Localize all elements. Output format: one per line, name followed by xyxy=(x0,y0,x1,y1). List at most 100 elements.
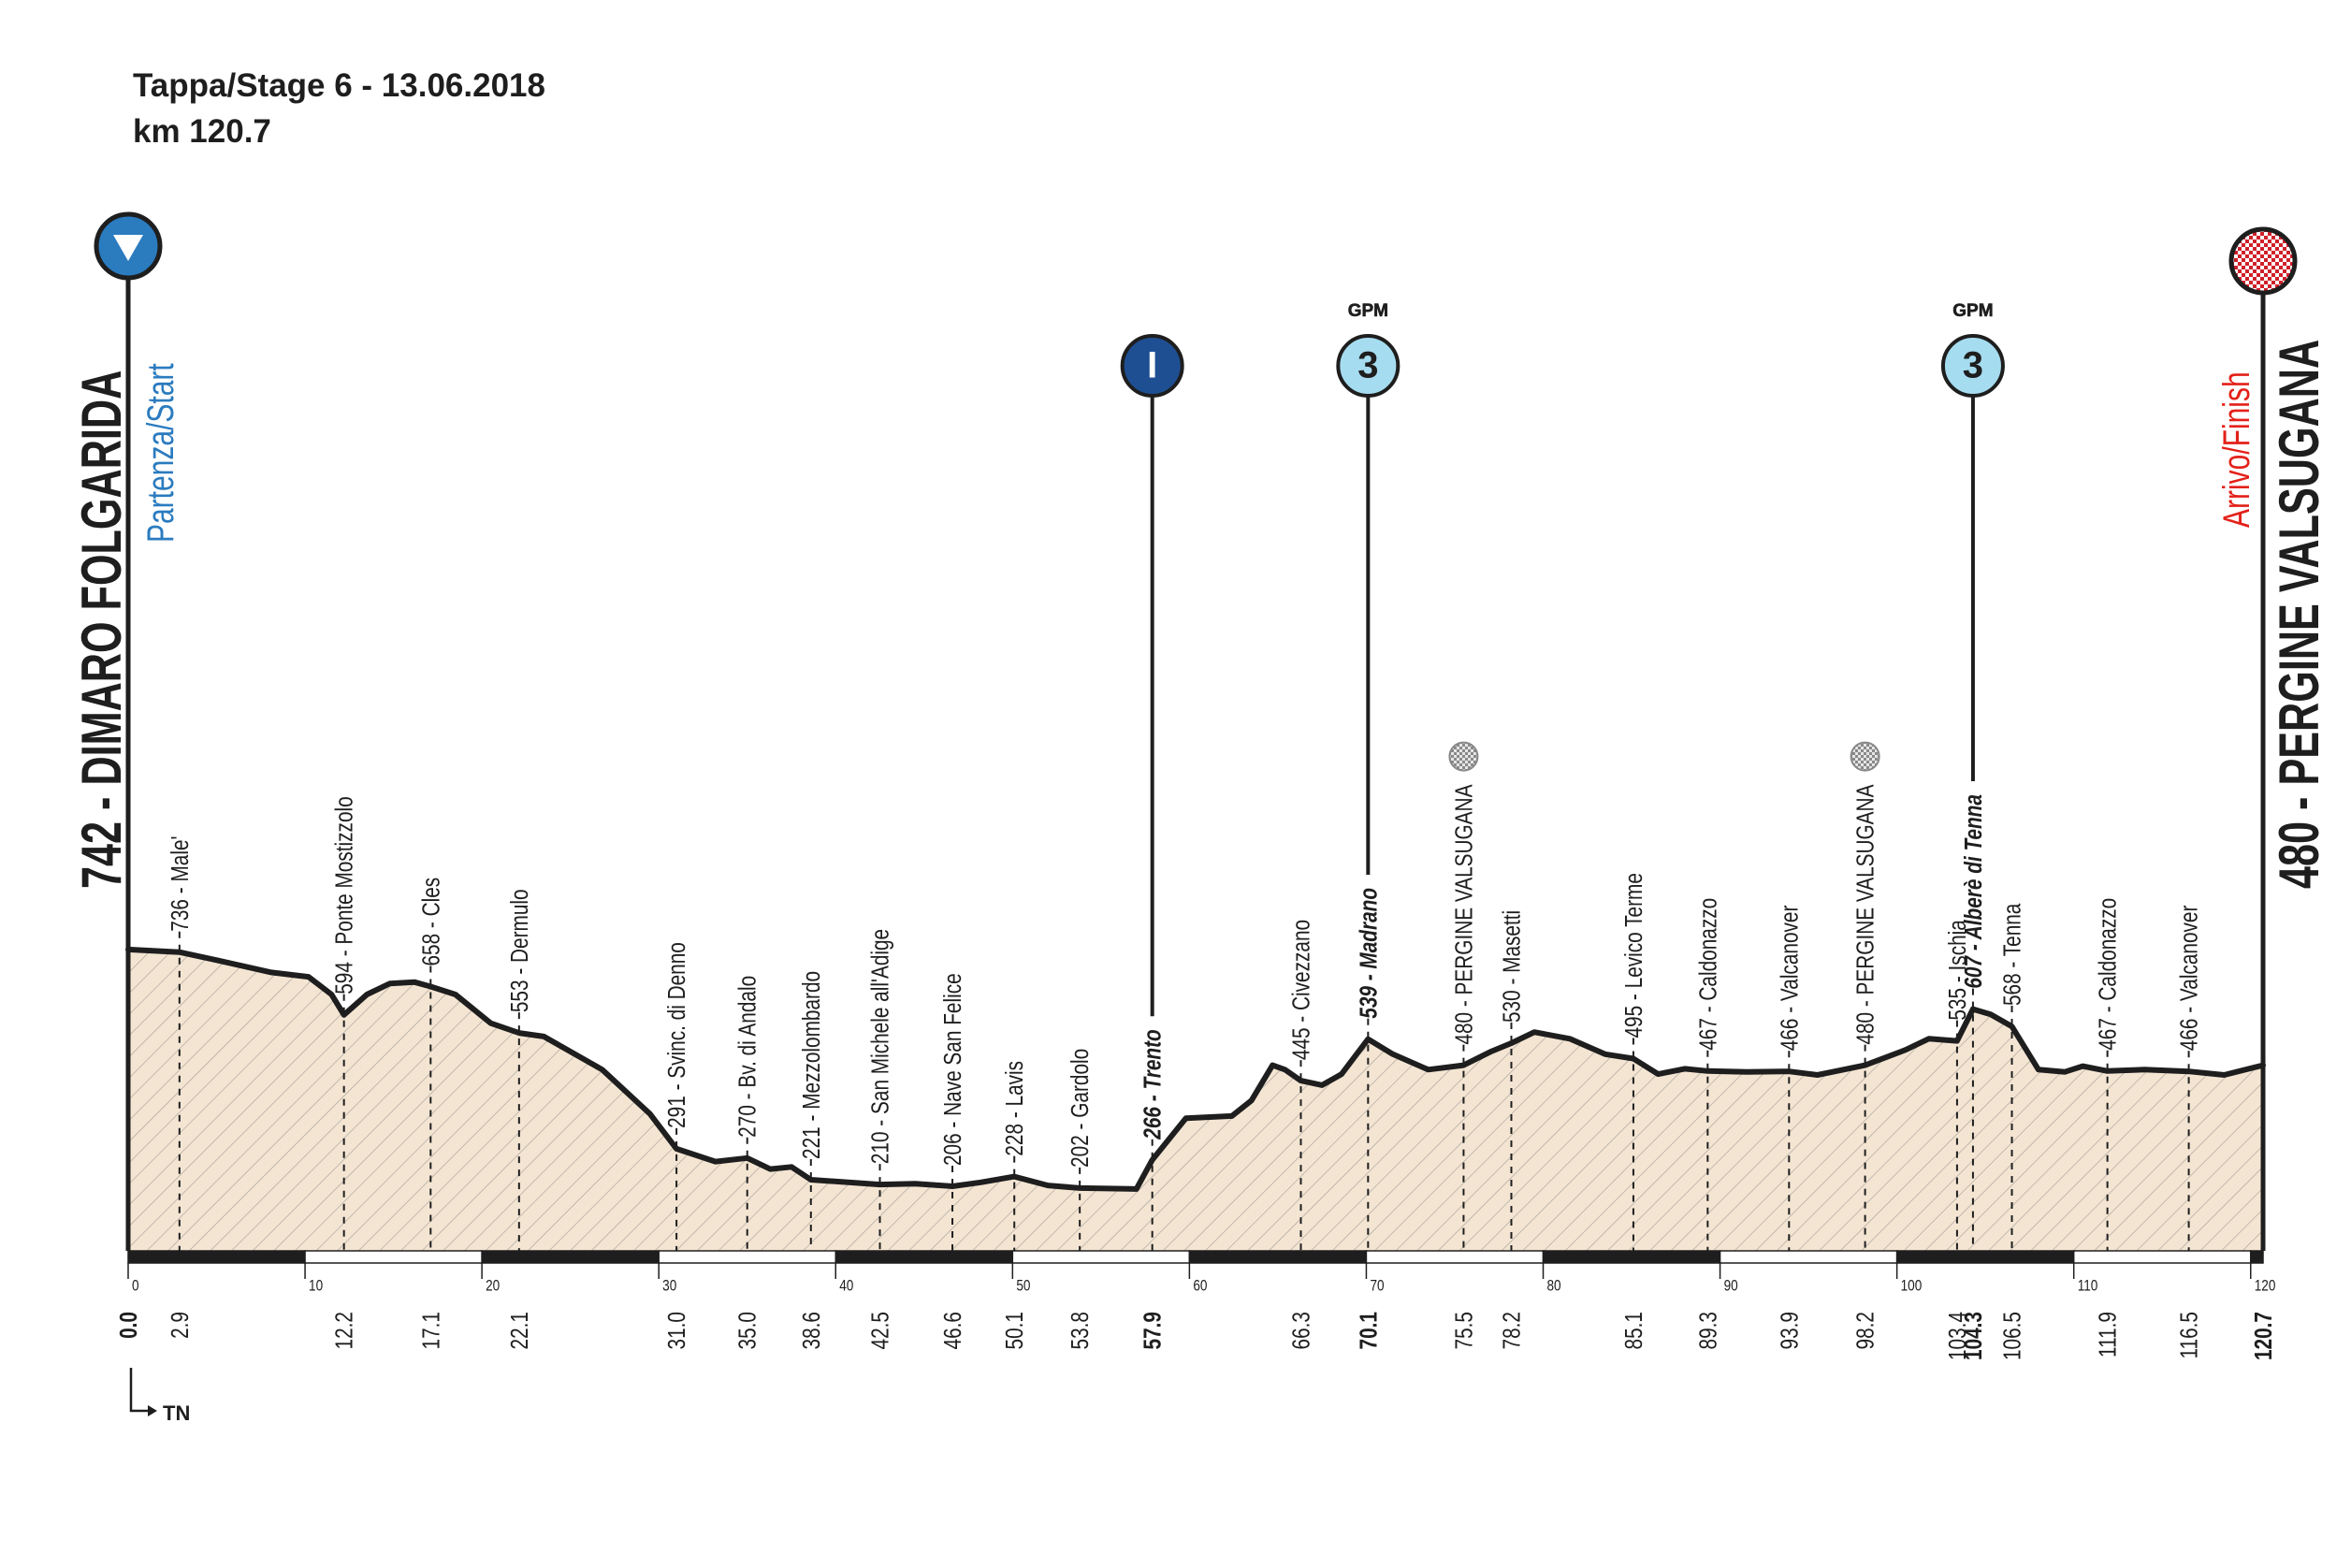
km-strip-segment xyxy=(1719,1250,1898,1264)
waypoint-km: 85.1 xyxy=(1620,1312,1647,1349)
km-tick-label: 110 xyxy=(2078,1277,2098,1295)
waypoint-label: 466 - Valcanover xyxy=(2175,905,2202,1051)
waypoint-km: 98.2 xyxy=(1851,1312,1879,1349)
waypoint-label: 270 - Bv. di Andalo xyxy=(734,976,762,1138)
start-km: 0.0 xyxy=(115,1312,142,1339)
km-strip-segment xyxy=(658,1250,837,1264)
tn-arrow xyxy=(129,1368,157,1416)
waypoint-label: 495 - Levico Terme xyxy=(1620,873,1647,1038)
waypoint-label: 266 - Trento xyxy=(1139,1029,1166,1140)
marker-category: GPM xyxy=(1348,301,1388,321)
km-strip-segment xyxy=(1895,1250,2075,1264)
waypoint-km: 42.5 xyxy=(866,1312,893,1349)
km-strip-segment xyxy=(1011,1250,1191,1264)
finish-km: 120.7 xyxy=(2250,1312,2277,1360)
waypoint-km: 17.1 xyxy=(417,1312,444,1349)
waypoint-km: 75.5 xyxy=(1450,1312,1477,1349)
km-strip-segment xyxy=(1188,1250,1368,1264)
km-tick-label: 30 xyxy=(662,1277,676,1295)
waypoint-label: 480 - PERGINE VALSUGANA xyxy=(1851,784,1879,1044)
waypoint-km: 89.3 xyxy=(1694,1312,1721,1349)
waypoint-km: 57.9 xyxy=(1139,1312,1166,1349)
waypoint-km: 66.3 xyxy=(1287,1312,1314,1349)
waypoint-label: 206 - Nave San Felice xyxy=(939,973,966,1166)
marker-badge xyxy=(1120,334,1184,398)
waypoint-label: 228 - Lavis xyxy=(1001,1061,1028,1156)
waypoint-km: 104.3 xyxy=(1960,1312,1987,1360)
subtitle: km 120.7 xyxy=(133,113,271,150)
marker-badge xyxy=(1940,334,2005,398)
km-strip-segment xyxy=(2250,1250,2264,1264)
waypoint-label: 202 - Gardolo xyxy=(1067,1049,1094,1168)
finish-line-icon xyxy=(1448,741,1479,772)
waypoint-km: 103.4 xyxy=(1944,1312,1971,1360)
km-tick-label: 0 xyxy=(132,1277,139,1295)
waypoint-label: 466 - Valcanover xyxy=(1776,905,1803,1051)
waypoint-label: 535 - Ischia xyxy=(1944,919,1971,1020)
profile-hatch xyxy=(128,949,2263,1251)
km-strip-segment xyxy=(304,1250,483,1264)
waypoint-km: 70.1 xyxy=(1355,1312,1382,1349)
waypoint-km: 22.1 xyxy=(506,1312,533,1349)
waypoint-label: 736 - Male' xyxy=(167,836,194,932)
waypoint-km: 53.8 xyxy=(1067,1312,1094,1349)
km-tick-label: 50 xyxy=(1016,1277,1030,1295)
km-strip-segment xyxy=(834,1250,1014,1264)
title: Tappa/Stage 6 - 13.06.2018 xyxy=(133,67,545,104)
km-tick-label: 40 xyxy=(839,1277,853,1295)
km-tick-label: 100 xyxy=(1901,1277,1923,1295)
start-caption: Partenza/Start xyxy=(140,363,181,543)
waypoint-label: 467 - Caldonazzo xyxy=(1694,898,1721,1051)
waypoint-label: 568 - Tenna xyxy=(1998,903,2025,1006)
km-strip-segment xyxy=(1542,1250,1721,1264)
waypoint-label: 210 - San Michele all'Adige xyxy=(866,929,893,1164)
waypoint-km: 35.0 xyxy=(734,1312,762,1349)
km-strip-segment xyxy=(1365,1250,1545,1264)
waypoint-label: 553 - Dermulo xyxy=(506,889,533,1012)
km-tick-label: 80 xyxy=(1547,1277,1561,1295)
waypoint-km: 106.5 xyxy=(1998,1312,2025,1360)
start-arrow xyxy=(113,235,143,261)
km-tick-label: 70 xyxy=(1370,1277,1384,1295)
km-strip-segment xyxy=(127,1250,306,1264)
province: TN xyxy=(163,1401,190,1425)
waypoint-label: 221 - Mezzolombardo xyxy=(798,971,825,1159)
waypoint-label: 445 - Civezzano xyxy=(1287,920,1314,1060)
waypoint-label: 467 - Caldonazzo xyxy=(2094,898,2121,1051)
finish-icon xyxy=(2228,226,2298,296)
waypoint-km: 116.5 xyxy=(2175,1312,2202,1358)
waypoint-label: 291 - Svinc. di Denno xyxy=(663,942,690,1128)
km-tick-label: 120 xyxy=(2255,1277,2276,1295)
km-tick-label: 10 xyxy=(309,1277,323,1295)
km-strip-segment xyxy=(2072,1250,2252,1264)
marker-symbol: I xyxy=(1147,345,1157,386)
marker-category: GPM xyxy=(1952,301,1993,321)
finish-point xyxy=(2260,1062,2266,1068)
waypoint-km: 93.9 xyxy=(1776,1312,1803,1349)
waypoint-km: 78.2 xyxy=(1498,1312,1525,1349)
waypoint-label: 480 - PERGINE VALSUGANA xyxy=(1450,784,1477,1044)
marker-badge xyxy=(1336,334,1400,398)
waypoint-km: 31.0 xyxy=(663,1312,690,1349)
waypoint-km: 46.6 xyxy=(939,1312,966,1349)
finish-caption: Arrivo/Finish xyxy=(2216,371,2257,528)
km-tick-label: 60 xyxy=(1193,1277,1207,1295)
marker-symbol: 3 xyxy=(1357,345,1378,386)
km-tick-label: 20 xyxy=(486,1277,500,1295)
waypoint-km: 2.9 xyxy=(167,1312,194,1339)
waypoint-label: 607 - Alberè di Tenna xyxy=(1960,794,1987,989)
finish-line-icon xyxy=(1850,741,1880,772)
profile-line xyxy=(127,946,2264,1192)
marker-symbol: 3 xyxy=(1963,345,1983,386)
waypoint-km: 111.9 xyxy=(2094,1312,2121,1357)
waypoint-label: 530 - Masetti xyxy=(1498,910,1525,1023)
start-label: 742 - DIMARO FOLGARIDA xyxy=(71,370,134,889)
waypoint-km: 38.6 xyxy=(798,1312,825,1349)
km-strip-segment xyxy=(481,1250,660,1264)
waypoint-km: 50.1 xyxy=(1001,1312,1028,1349)
finish-label: 480 - PERGINE VALSUGANA xyxy=(2269,340,2331,889)
waypoint-label: 539 - Madrano xyxy=(1355,888,1382,1019)
waypoint-label: 658 - Cles xyxy=(417,878,444,966)
